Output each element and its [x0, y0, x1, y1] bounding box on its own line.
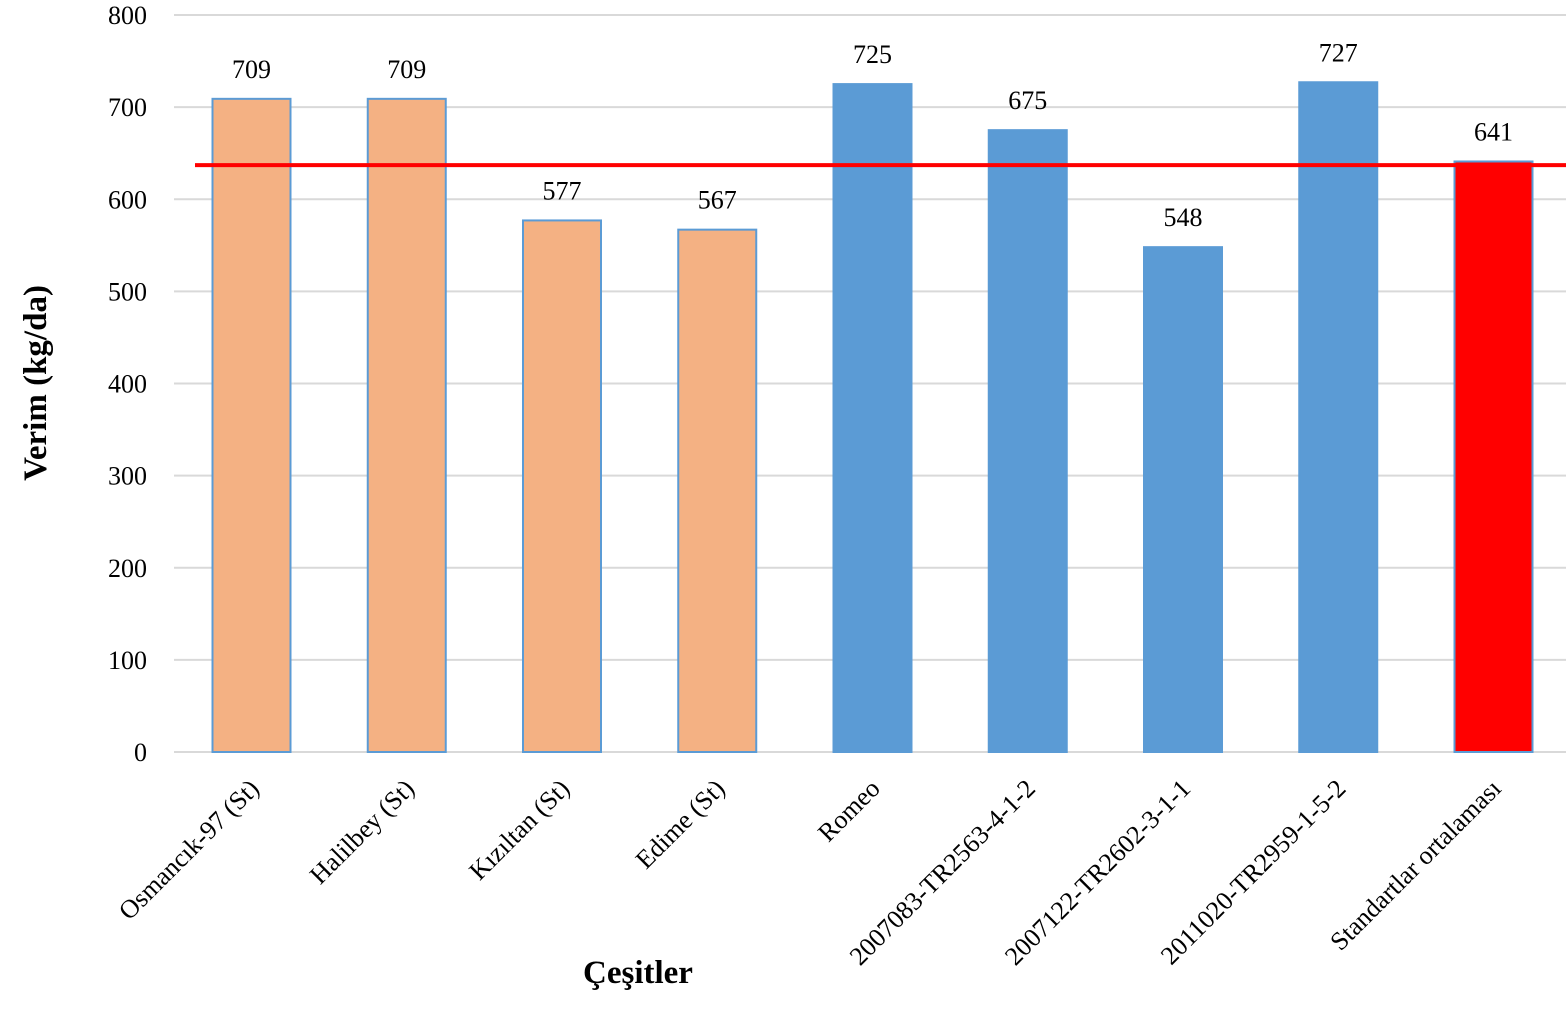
bar	[1143, 246, 1223, 753]
y-tick-label: 500	[108, 277, 147, 306]
x-tick-label: Kızıltan (St)	[463, 774, 575, 886]
category-labels: Osmancık-97 (St) Halilbey (St) Kızıltan (S…	[113, 774, 1507, 971]
y-tick-label: 300	[108, 462, 147, 491]
bar	[677, 228, 758, 753]
data-label: 577	[543, 176, 582, 205]
x-tick-label: Standartlar ortalaması	[1324, 774, 1506, 956]
bar	[987, 129, 1068, 753]
data-label: 567	[698, 186, 737, 215]
y-tick-label: 200	[108, 554, 147, 583]
x-axis-title: Çeşitler	[583, 955, 693, 991]
y-tick-label: 100	[108, 646, 147, 675]
data-labels: 709 709 577 567 725 675 548 727 641	[232, 38, 1513, 232]
bar	[832, 83, 913, 753]
y-axis-title: Verim (kg/da)	[18, 285, 54, 481]
data-label: 709	[232, 55, 271, 84]
y-tick-labels: 0 100 200 300 400 500 600 700 800	[108, 1, 147, 767]
data-label: 641	[1474, 117, 1513, 146]
bars	[211, 81, 1534, 754]
data-label: 709	[387, 55, 426, 84]
data-label: 548	[1164, 203, 1203, 232]
bar	[522, 219, 602, 754]
data-label: 675	[1008, 86, 1047, 115]
data-label: 727	[1319, 38, 1358, 67]
y-tick-label: 600	[108, 185, 147, 214]
data-label: 725	[853, 40, 892, 69]
x-tick-label: Osmancık-97 (St)	[113, 774, 265, 926]
bar	[1298, 81, 1379, 754]
y-tick-label: 0	[134, 738, 147, 767]
y-tick-label: 400	[108, 370, 147, 399]
bar	[211, 97, 292, 754]
x-tick-label: Romeo	[812, 774, 886, 848]
bar	[1453, 160, 1534, 753]
y-tick-label: 800	[108, 1, 147, 30]
x-tick-label: Edime (St)	[630, 774, 731, 875]
y-tick-label: 700	[108, 93, 147, 122]
x-tick-label: Halilbey (St)	[304, 774, 420, 890]
bar	[366, 97, 447, 754]
